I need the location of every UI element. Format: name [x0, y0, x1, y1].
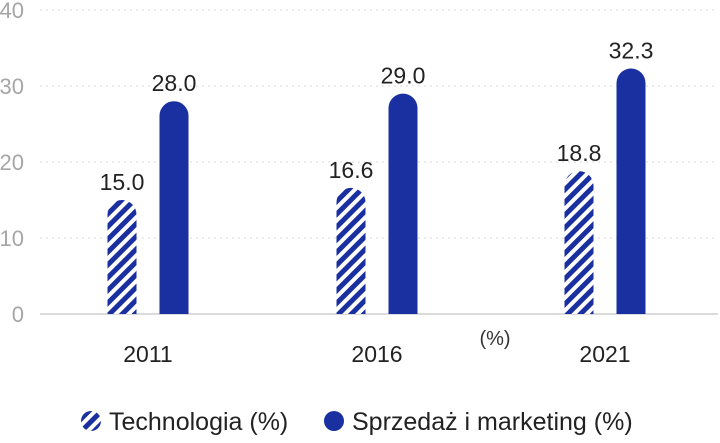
legend-label: Technologia (%) [109, 408, 288, 436]
legend-item-technologia: Technologia (%) [81, 408, 288, 436]
data-label: 16.6 [329, 157, 374, 183]
y-tick-label: 20 [0, 150, 24, 175]
data-label: 28.0 [152, 70, 197, 96]
data-label: 18.8 [557, 140, 602, 166]
y-tick-label: 40 [0, 0, 24, 23]
x-category-label: 2011 [123, 341, 172, 367]
bar-technologia-2011 [107, 200, 137, 314]
legend-item-sprzedaz-marketing: Sprzedaż i marketing (%) [324, 408, 633, 436]
bar-sprzedaz-marketing-2011 [159, 101, 189, 314]
unit-label: (%) [479, 328, 510, 350]
x-category-label: 2021 [579, 341, 630, 367]
legend-swatch [324, 411, 344, 431]
data-label: 15.0 [100, 169, 145, 195]
y-tick-label: 30 [0, 74, 24, 99]
bar-technologia-2021 [564, 171, 594, 314]
y-tick-label: 10 [0, 226, 24, 251]
y-tick-label: 0 [12, 302, 24, 327]
bar-sprzedaz-marketing-2021 [616, 68, 646, 315]
bar-technologia-2016 [336, 187, 366, 314]
data-label: 29.0 [381, 63, 426, 89]
data-label: 32.3 [609, 38, 654, 64]
legend-swatch [81, 411, 101, 431]
legend-label: Sprzedaż i marketing (%) [352, 408, 633, 436]
bar-sprzedaz-marketing-2016 [388, 93, 418, 314]
x-category-label: 2016 [351, 341, 402, 367]
